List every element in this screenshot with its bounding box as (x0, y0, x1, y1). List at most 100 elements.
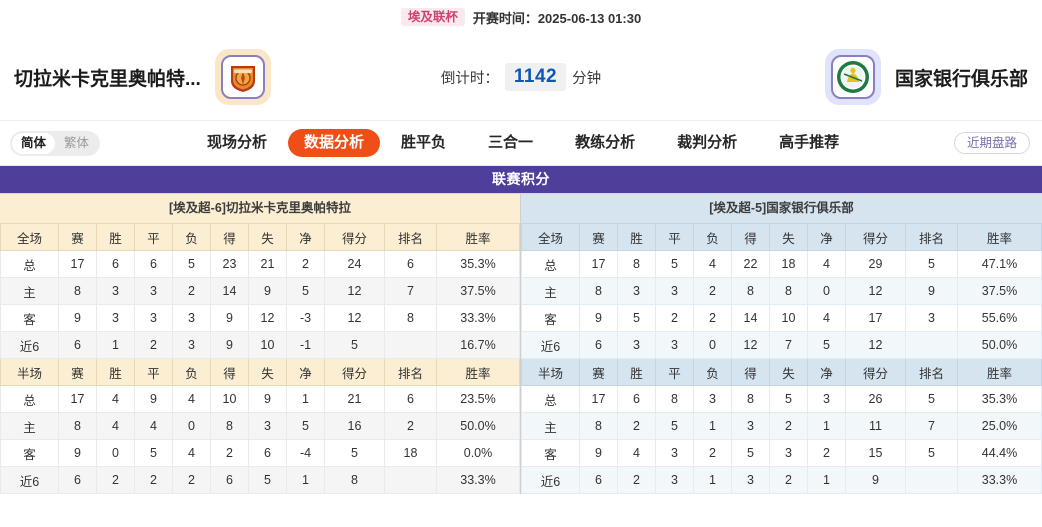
stat-cell: 6 (384, 385, 437, 413)
stat-cell: 4 (96, 412, 135, 440)
stat-cell: 18 (769, 250, 808, 278)
table-row: 客 9 4 3 2 5 3 2 15 5 44.4% (521, 439, 1042, 467)
stat-cell: 5 (324, 331, 385, 359)
home-team-block[interactable]: 切拉米卡克里奥帕特... (14, 49, 344, 105)
home-team-name: 切拉米卡克里奥帕特... (14, 68, 201, 90)
column-header: 排名 (384, 223, 437, 251)
stat-cell: 33.3% (436, 466, 520, 494)
stat-cell: 37.5% (957, 277, 1042, 305)
stat-cell: 10 (210, 385, 249, 413)
stat-cell: 8 (769, 277, 808, 305)
table-row: 总 17 4 9 4 10 9 1 21 6 23.5% (0, 385, 520, 413)
stat-cell: 6 (58, 331, 97, 359)
stat-cell: -3 (286, 304, 325, 332)
tab-three-in-one[interactable]: 三合一 (488, 134, 534, 151)
stat-cell: 2 (134, 331, 173, 359)
stat-cell: 4 (693, 250, 732, 278)
stat-cell: 9 (905, 277, 958, 305)
stat-cell: 50.0% (436, 412, 520, 440)
stat-cell: 3 (731, 412, 770, 440)
stat-cell: 1 (693, 412, 732, 440)
stat-cell: 3 (769, 439, 808, 467)
stat-cell: 12 (845, 277, 906, 305)
tab-data-analysis[interactable]: 数据分析 (288, 129, 381, 157)
kickoff-time: 开赛时间：2025-06-13 01:30 (472, 10, 642, 26)
column-header: 赛 (579, 223, 618, 251)
stat-cell: 7 (384, 277, 437, 305)
recent-odds-button[interactable]: 近期盘路 (953, 131, 1030, 155)
stat-cell: 17 (58, 250, 97, 278)
row-label: 总 (521, 250, 580, 278)
stat-cell: 4 (96, 385, 135, 413)
stat-cell: 2 (693, 277, 732, 305)
stat-cell: 26 (845, 385, 906, 413)
column-header: 负 (172, 358, 211, 386)
row-label: 近6 (0, 331, 59, 359)
column-header: 赛 (58, 358, 97, 386)
stat-cell: 8 (210, 412, 249, 440)
table-row: 近6 6 2 2 2 6 5 1 8 33.3% (0, 466, 520, 494)
table-row: 总 17 8 5 4 22 18 4 29 5 47.1% (521, 250, 1042, 278)
column-header: 全场 (521, 223, 580, 251)
column-header: 排名 (384, 358, 437, 386)
away-team-logo-frame (824, 49, 881, 105)
row-label: 近6 (521, 331, 580, 359)
stat-cell: 29 (845, 250, 906, 278)
stat-cell: 5 (905, 439, 958, 467)
home-team-logo-frame (214, 49, 271, 105)
stat-cell: 25.0% (957, 412, 1042, 440)
league-badge: 埃及联杯 (400, 7, 465, 27)
stat-cell: 44.4% (957, 439, 1042, 467)
stat-cell: 6 (384, 250, 437, 278)
language-toggle[interactable]: 简体 繁体 (10, 130, 101, 156)
analysis-tabs: 现场分析 数据分析 胜平负 三合一 教练分析 裁判分析 高手推荐 (186, 129, 860, 157)
home-stats-table: 全场赛胜平负得失净得分 排名 胜率总 17 6 6 5 23 21 2 24 6 35.3% 主 8 3 3 2 1… (0, 223, 520, 494)
lang-option-traditional[interactable]: 繁体 (64, 135, 90, 150)
stat-cell: 21 (324, 385, 385, 413)
stat-cell: 8 (731, 385, 770, 413)
stat-cell: 2 (134, 466, 173, 494)
stat-cell: 2 (655, 304, 694, 332)
tab-expert-picks[interactable]: 高手推荐 (779, 134, 840, 151)
stat-cell: 3 (655, 331, 694, 359)
stat-cell: 0 (96, 439, 135, 467)
row-label: 近6 (521, 466, 580, 494)
stat-cell: 35.3% (957, 385, 1042, 413)
stat-cell: 3 (617, 331, 656, 359)
column-header: 净 (807, 358, 846, 386)
stat-cell: 3 (655, 277, 694, 305)
stat-cell: 3 (248, 412, 287, 440)
column-header: 失 (769, 358, 808, 386)
match-meta-row: 埃及联杯 开赛时间：2025-06-13 01:30 (0, 0, 1042, 34)
stat-cell: 2 (286, 250, 325, 278)
home-table-body: 全场赛胜平负得失净得分 排名 胜率总 17 6 6 5 23 21 2 24 6 35.3% 主 8 3 3 2 1… (0, 223, 520, 494)
tab-coach-analysis[interactable]: 教练分析 (575, 134, 636, 151)
tab-win-draw-lose[interactable]: 胜平负 (401, 134, 447, 151)
stat-cell: 0 (172, 412, 211, 440)
tab-referee-analysis[interactable]: 裁判分析 (677, 134, 738, 151)
section-title-league-points: 联赛积分 (0, 166, 1042, 193)
stat-cell: 14 (210, 277, 249, 305)
away-stats-panel: [埃及超-5]国家银行俱乐部 全场赛胜平负得失净得分 排名 胜率总 17 8 5 4 22 18… (521, 194, 1042, 494)
tab-live-analysis[interactable]: 现场分析 (207, 134, 268, 151)
stat-cell: 7 (769, 331, 808, 359)
away-team-name: 国家银行俱乐部 (894, 68, 1028, 90)
table-row: 客 9 3 3 3 9 12 -3 12 8 33.3% (0, 304, 520, 332)
row-label: 近6 (0, 466, 59, 494)
stat-cell: 9 (579, 439, 618, 467)
lang-option-simplified[interactable]: 简体 (12, 132, 56, 154)
stat-cell: 10 (769, 304, 808, 332)
stat-cell: 50.0% (957, 331, 1042, 359)
row-label: 主 (521, 412, 580, 440)
home-table-caption: [埃及超-6]切拉米卡克里奥帕特拉 (0, 194, 520, 223)
away-team-block[interactable]: 国家银行俱乐部 (698, 49, 1028, 105)
stat-cell: 0.0% (436, 439, 520, 467)
table-row: 客 9 0 5 4 2 6 -4 5 18 0.0% (0, 439, 520, 467)
table-row: 主 8 3 3 2 14 9 5 12 7 37.5% (0, 277, 520, 305)
stat-cell: 9 (58, 439, 97, 467)
column-header: 得 (210, 223, 249, 251)
stat-cell: 22 (731, 250, 770, 278)
stat-cell: 33.3% (436, 304, 520, 332)
stat-cell: 2 (96, 466, 135, 494)
